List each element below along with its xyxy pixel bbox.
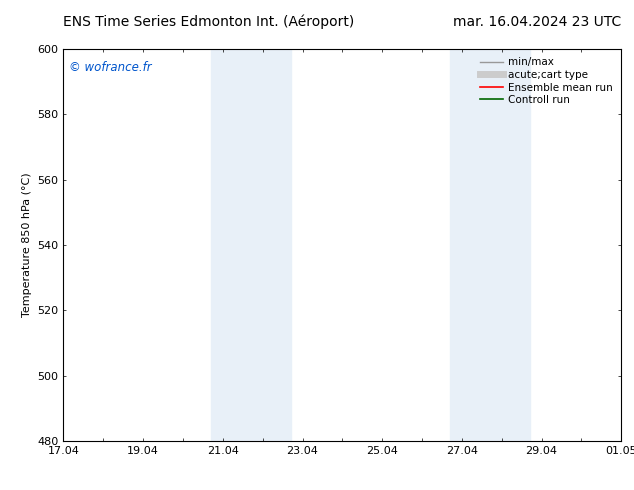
Text: © wofrance.fr: © wofrance.fr	[69, 61, 152, 74]
Y-axis label: Temperature 850 hPa (°C): Temperature 850 hPa (°C)	[22, 172, 32, 318]
Bar	[211, 49, 290, 441]
Text: ENS Time Series Edmonton Int. (Aéroport): ENS Time Series Edmonton Int. (Aéroport)	[63, 15, 354, 29]
Legend: min/max, acute;cart type, Ensemble mean run, Controll run: min/max, acute;cart type, Ensemble mean …	[477, 54, 616, 108]
Text: mar. 16.04.2024 23 UTC: mar. 16.04.2024 23 UTC	[453, 15, 621, 29]
Bar	[450, 49, 529, 441]
